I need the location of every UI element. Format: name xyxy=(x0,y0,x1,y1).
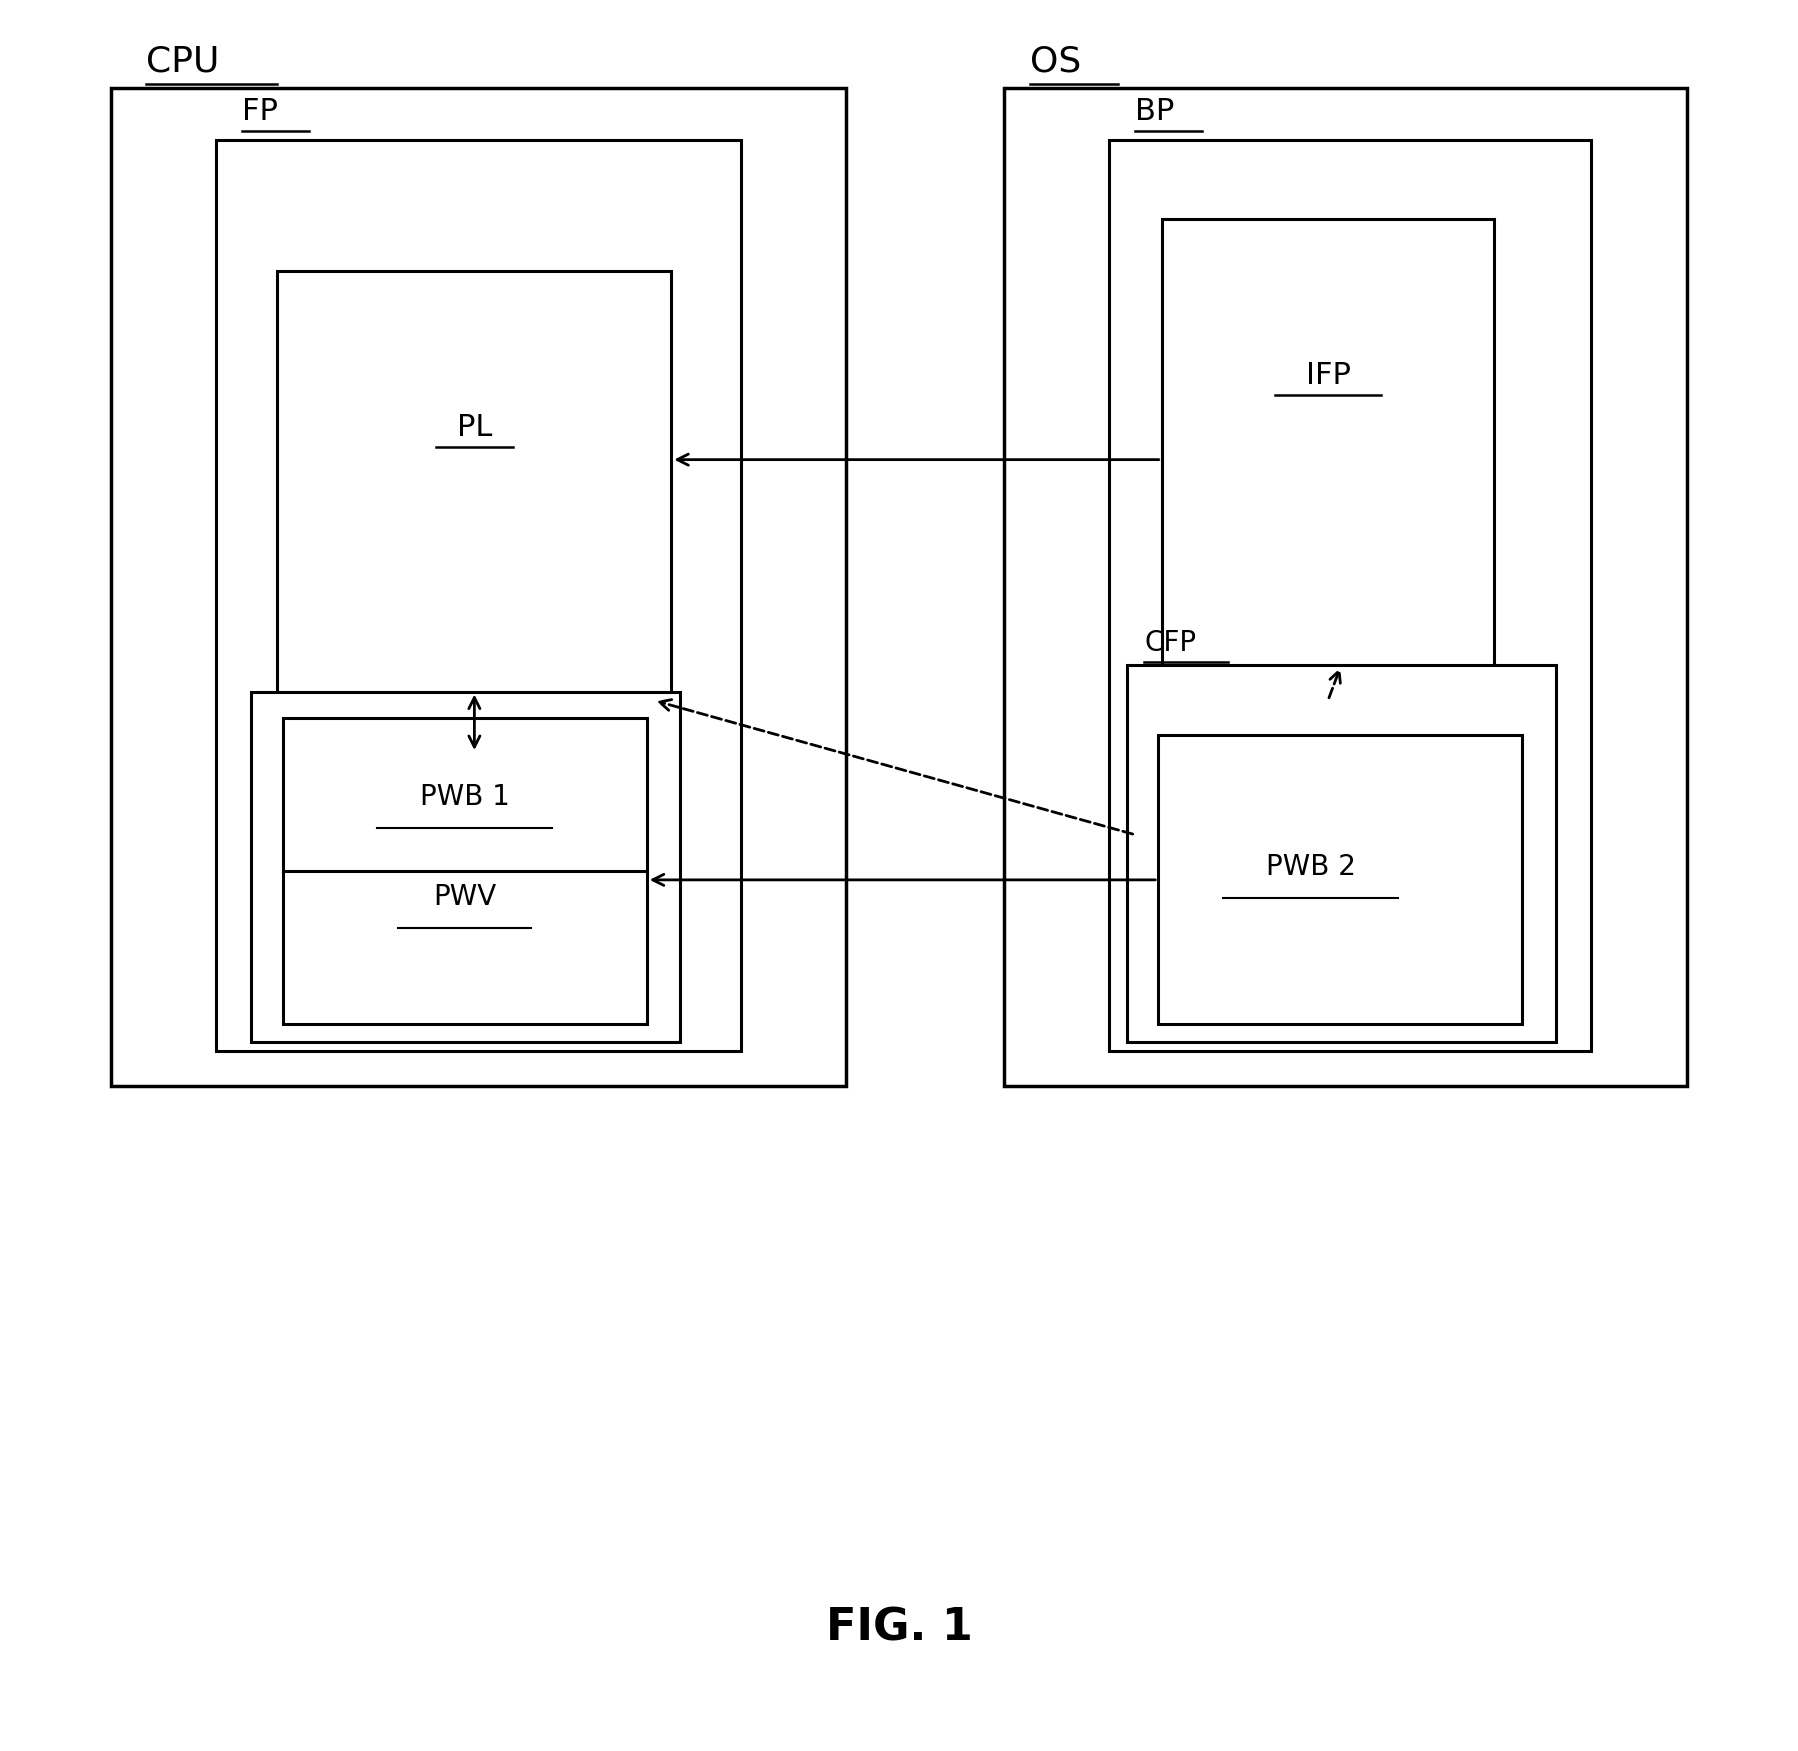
Text: PWB 2: PWB 2 xyxy=(1266,853,1356,881)
Text: IFP: IFP xyxy=(1305,361,1350,389)
Text: PWV: PWV xyxy=(433,883,496,911)
Text: CFP: CFP xyxy=(1144,629,1196,657)
Bar xyxy=(1127,665,1555,1042)
Text: FP: FP xyxy=(243,96,279,126)
Bar xyxy=(1109,140,1591,1051)
Bar xyxy=(1162,219,1494,700)
Text: FIG. 1: FIG. 1 xyxy=(825,1607,973,1649)
Bar xyxy=(252,692,680,1042)
Text: BP: BP xyxy=(1135,96,1174,126)
Bar xyxy=(216,140,741,1051)
Text: PL: PL xyxy=(457,413,493,443)
Bar xyxy=(1158,735,1523,1024)
Text: PWB 1: PWB 1 xyxy=(419,783,509,811)
Text: OS: OS xyxy=(1030,46,1082,79)
Text: CPU: CPU xyxy=(146,46,219,79)
Bar xyxy=(111,88,847,1086)
Bar xyxy=(277,271,671,753)
Bar xyxy=(282,718,647,1024)
Bar xyxy=(1003,88,1687,1086)
